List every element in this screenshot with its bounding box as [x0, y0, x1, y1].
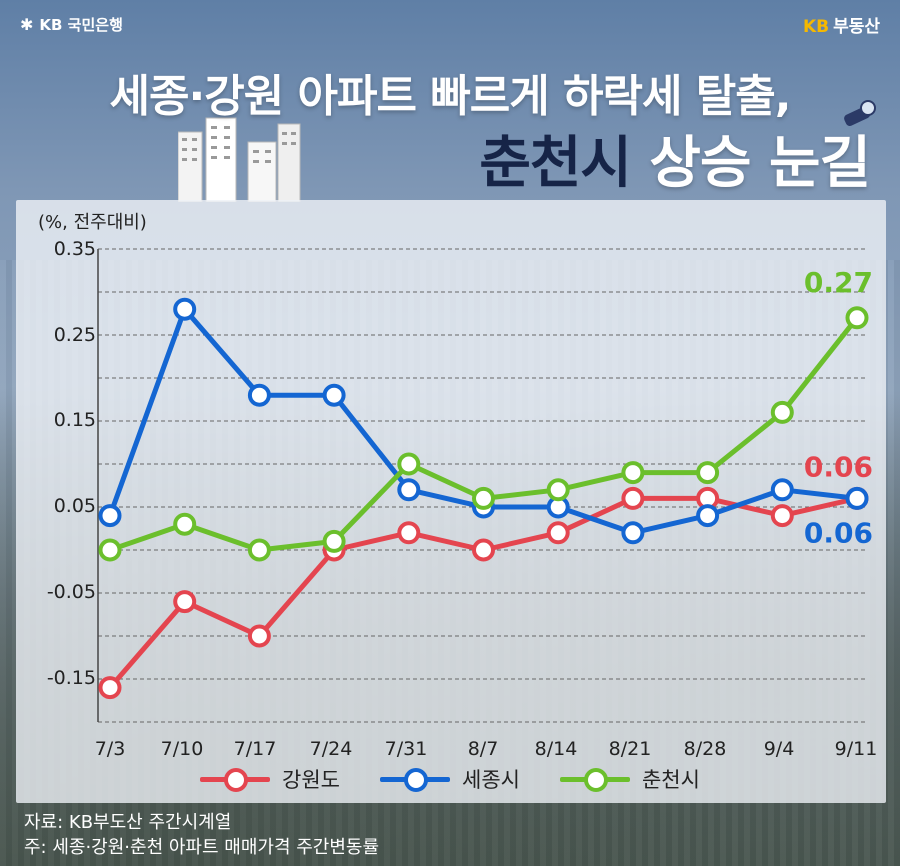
data-point-gangwon [397, 521, 421, 545]
x-tick-label: 8/7 [467, 738, 499, 760]
y-tick-label: -0.15 [46, 667, 96, 689]
data-point-chuncheon [173, 512, 197, 536]
data-point-chuncheon [770, 400, 794, 424]
kb-bank-name: KB 국민은행 [39, 16, 123, 34]
telescope-icon [844, 100, 876, 127]
data-point-gangwon [173, 590, 197, 614]
data-point-sejong [770, 478, 794, 502]
data-point-sejong [322, 383, 346, 407]
legend-label: 춘천시 [641, 768, 700, 792]
data-point-chuncheon [546, 478, 570, 502]
y-tick-label: -0.05 [46, 581, 96, 603]
data-point-chuncheon [397, 452, 421, 476]
headline-line2: 춘천시 상승 눈길 [479, 118, 871, 199]
buildings-icon [178, 117, 301, 202]
x-tick-label: 7/31 [384, 738, 428, 760]
data-point-chuncheon [621, 461, 645, 485]
y-tick-label: 0.05 [53, 495, 96, 517]
data-point-sejong [397, 478, 421, 502]
data-point-gangwon [472, 538, 495, 562]
legend-label: 강원도 [282, 768, 341, 792]
y-axis-unit: (%, 전주대비) [38, 212, 147, 233]
x-tick-label: 9/4 [763, 738, 795, 760]
end-value-label-chuncheon: 0.27 [804, 266, 873, 299]
y-tick-label: 0.25 [53, 324, 96, 346]
end-value-label-gangwon: 0.06 [804, 450, 873, 483]
data-point-sejong [247, 383, 271, 407]
realestate-text: 부동산 [833, 17, 880, 37]
legend-item-gangwon: 강원도 [200, 764, 340, 794]
x-tick-label: 8/14 [534, 738, 578, 760]
kb-bank-logo: ✱ KB 국민은행 [20, 14, 123, 35]
legend-item-sejong: 세종시 [380, 764, 520, 794]
data-point-sejong [696, 504, 720, 528]
data-point-chuncheon [472, 486, 495, 510]
legend-marker [200, 765, 271, 793]
y-tick-label: 0.35 [53, 238, 96, 260]
source-note: 자료: KB부도산 주간시계열 [24, 812, 232, 833]
kb-realestate-logo: KB 부동산 [803, 12, 880, 37]
data-point-chuncheon [845, 306, 869, 330]
data-point-gangwon [98, 676, 122, 700]
data-point-sejong [98, 504, 122, 528]
headline-city: 춘천시 [479, 131, 632, 196]
data-point-gangwon [770, 504, 794, 528]
legend-marker [380, 765, 451, 793]
x-tick-label: 9/11 [834, 738, 878, 760]
data-point-sejong [621, 521, 645, 545]
data-point-chuncheon [322, 529, 346, 553]
data-point-chuncheon [98, 538, 122, 562]
legend-item-chuncheon: 춘천시 [559, 764, 700, 794]
x-tick-label: 7/3 [94, 738, 126, 760]
kb-mark: KB [802, 17, 830, 37]
x-tick-label: 8/28 [683, 738, 727, 760]
legend-marker [559, 765, 630, 793]
footnote: 주: 세종·강원·춘천 아파트 매매가격 주간변동률 [24, 837, 380, 858]
headline-line1: 세종·강원 아파트 빠르게 하락세 탈출, [109, 71, 792, 122]
data-point-chuncheon [247, 538, 271, 562]
headline-highlight: 상승 눈길 [649, 131, 871, 196]
data-point-gangwon [546, 521, 570, 545]
data-point-gangwon [247, 624, 271, 648]
x-tick-label: 8/21 [608, 738, 652, 760]
legend-label: 세종시 [462, 768, 520, 792]
data-point-sejong [173, 297, 197, 321]
x-tick-label: 7/10 [160, 738, 204, 760]
data-point-chuncheon [696, 461, 720, 485]
x-tick-label: 7/24 [309, 738, 353, 760]
chart-legend: 강원도 세종시 춘천시 [0, 764, 900, 794]
data-point-sejong [845, 486, 869, 510]
star-logo-icon: ✱ [20, 15, 34, 34]
data-point-gangwon [621, 486, 645, 510]
x-tick-label: 7/17 [233, 738, 277, 760]
y-tick-label: 0.15 [53, 409, 96, 431]
end-value-label-sejong: 0.06 [804, 516, 873, 549]
